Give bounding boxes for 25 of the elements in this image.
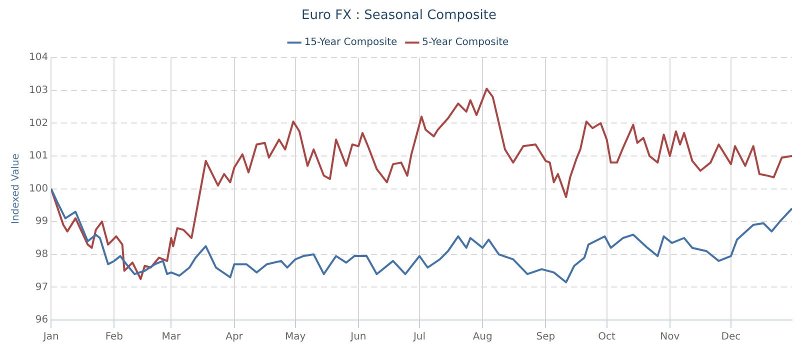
x-tick-label: Jan <box>42 332 59 343</box>
y-tick-label: 97 <box>35 282 48 293</box>
x-tick-label: Oct <box>598 332 616 343</box>
x-tick-label: Jul <box>412 332 426 343</box>
x-tick-label: Feb <box>105 332 124 343</box>
chart-title: Euro FX : Seasonal Composite <box>302 8 496 24</box>
y-tick-label: 102 <box>28 118 48 129</box>
y-tick-label: 104 <box>28 52 48 64</box>
x-tick-label: Dec <box>721 332 741 343</box>
x-tick-label: Mar <box>162 332 182 343</box>
x-tick-label: Jun <box>350 332 366 343</box>
y-tick-label: 101 <box>28 150 48 162</box>
y-tick-label: 103 <box>28 84 48 96</box>
y-tick-label: 99 <box>35 216 48 228</box>
y-tick-label: 98 <box>35 248 48 260</box>
legend-label: 15-Year Composite <box>304 37 398 48</box>
x-tick-label: Sep <box>536 332 556 343</box>
y-tick-label: 96 <box>35 314 48 326</box>
x-tick-label: Aug <box>472 332 492 343</box>
legend-label: 5-Year Composite <box>422 37 509 48</box>
x-tick-label: Apr <box>226 332 244 343</box>
y-axis-title: Indexed Value <box>10 154 22 224</box>
x-tick-label: May <box>285 332 306 343</box>
x-tick-label: Nov <box>660 332 680 343</box>
y-tick-label: 100 <box>28 183 48 194</box>
